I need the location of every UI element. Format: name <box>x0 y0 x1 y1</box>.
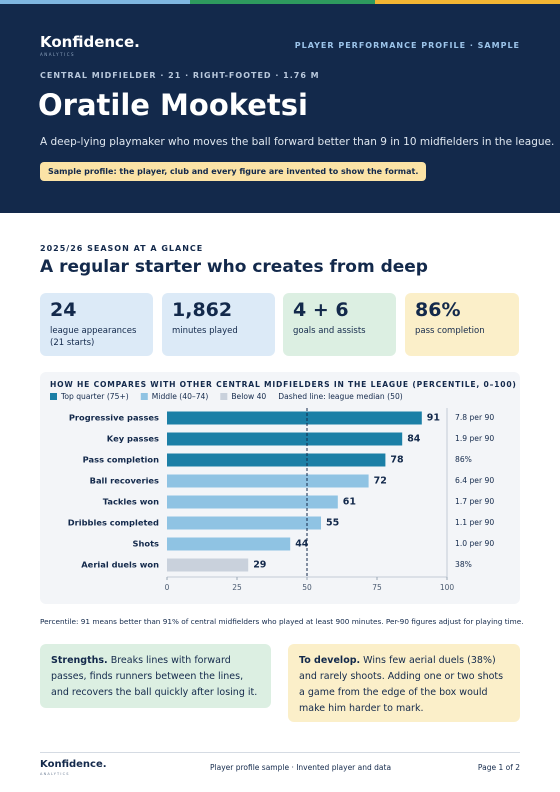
category-label: Progressive passes <box>69 413 159 423</box>
footer-logo-sub: ANALYTICS <box>40 772 70 776</box>
per90-label: 1.9 per 90 <box>455 434 494 443</box>
page-number: Page 1 of 2 <box>477 763 520 772</box>
stat-label: goals and assists <box>293 326 366 336</box>
category-label: Tackles won <box>103 497 159 507</box>
chart-panel <box>40 372 520 604</box>
bar <box>167 432 403 446</box>
chart-title: HOW HE COMPARES WITH OTHER CENTRAL MIDFI… <box>50 380 517 389</box>
player-meta: CENTRAL MIDFIELDER · 21 · RIGHT-FOOTED ·… <box>40 71 320 80</box>
x-tick-label: 100 <box>440 583 455 592</box>
stat-label: league appearances (21 starts) <box>50 326 137 348</box>
value-label: 78 <box>390 455 404 466</box>
stripe <box>190 0 375 4</box>
per90-label: 1.1 per 90 <box>455 518 494 527</box>
footer-rule <box>40 752 520 753</box>
x-tick-label: 50 <box>302 583 312 592</box>
stat-value: 4 + 6 <box>293 299 349 321</box>
callout-title: Strengths. <box>51 655 108 666</box>
callout: To develop. Wins few aerial duels (38%) … <box>288 644 520 722</box>
bar <box>167 537 291 551</box>
per90-label: 6.4 per 90 <box>455 476 494 485</box>
legend-swatch <box>140 393 148 400</box>
callout: Strengths. Breaks lines with forward pas… <box>40 644 271 708</box>
logo-sub: ANALYTICS <box>40 52 76 57</box>
callout-title: To develop. <box>299 655 361 666</box>
section-heading: A regular starter who creates from deep <box>40 257 428 277</box>
chart: HOW HE COMPARES WITH OTHER CENTRAL MIDFI… <box>50 380 517 592</box>
callout-text: Breaks lines with forward passes, finds … <box>51 655 258 698</box>
x-tick-label: 0 <box>165 583 170 592</box>
callout-text: Wins few aerial duels (38%) and rarely s… <box>299 655 504 714</box>
footer-text: Player profile sample · Invented player … <box>210 763 392 772</box>
stat-value: 86% <box>415 299 461 321</box>
bar <box>167 411 422 425</box>
value-label: 44 <box>295 539 309 550</box>
category-label: Key passes <box>107 434 159 444</box>
stat-card: 4 + 6 goals and assists <box>283 293 396 356</box>
bar <box>167 558 249 572</box>
footer-logo: Konfidence. <box>40 759 107 770</box>
stat-value: 1,862 <box>172 299 233 321</box>
doc-tag: PLAYER PERFORMANCE PROFILE · SAMPLE <box>294 41 520 50</box>
value-label: 84 <box>407 434 421 445</box>
player-name: Oratile Mooketsi <box>38 88 308 122</box>
stat-label: minutes played <box>172 326 238 336</box>
value-label: 29 <box>253 560 266 571</box>
stat-card: 86% pass completion <box>405 293 519 356</box>
bar <box>167 495 338 509</box>
stat-label: pass completion <box>415 326 485 336</box>
notice: Sample profile: the player, club and eve… <box>40 162 427 181</box>
per90-label: 7.8 per 90 <box>455 413 494 422</box>
legend-swatch <box>220 393 228 400</box>
category-label: Aerial duels won <box>81 560 159 570</box>
stripe <box>375 0 560 4</box>
value-label: 91 <box>427 413 440 424</box>
bar <box>167 453 386 467</box>
value-label: 55 <box>326 518 339 529</box>
per90-label: 1.7 per 90 <box>455 497 494 506</box>
note: Percentile: 91 means better than 91% of … <box>40 617 524 626</box>
stat-value: 24 <box>50 299 77 321</box>
per90-label: 86% <box>455 455 472 464</box>
value-label: 61 <box>343 497 356 508</box>
category-label: Dribbles completed <box>68 518 159 528</box>
per90-label: 38% <box>455 560 472 569</box>
legend-swatch <box>50 393 57 400</box>
stat-card: 24 league appearances (21 starts) <box>40 293 153 356</box>
bar <box>167 516 321 530</box>
value-label: 72 <box>374 476 387 487</box>
x-tick-label: 25 <box>232 583 242 592</box>
stat-card: 1,862 minutes played <box>162 293 275 356</box>
legend-label: Top quarter (75+) <box>60 392 129 401</box>
x-tick-label: 75 <box>372 583 382 592</box>
summary: A deep-lying playmaker who moves the bal… <box>40 136 555 148</box>
category-label: Pass completion <box>83 455 159 465</box>
legend-label: Middle (40–74) <box>152 392 209 401</box>
legend-median: Dashed line: league median (50) <box>278 392 403 401</box>
section-eyebrow: 2025/26 SEASON AT A GLANCE <box>40 244 204 253</box>
stripe <box>0 0 190 4</box>
bar <box>167 474 369 488</box>
category-label: Shots <box>133 539 160 549</box>
logo: Konfidence. <box>40 33 140 51</box>
category-label: Ball recoveries <box>90 476 159 486</box>
legend-label: Below 40 <box>231 392 266 401</box>
per90-label: 1.0 per 90 <box>455 539 494 548</box>
